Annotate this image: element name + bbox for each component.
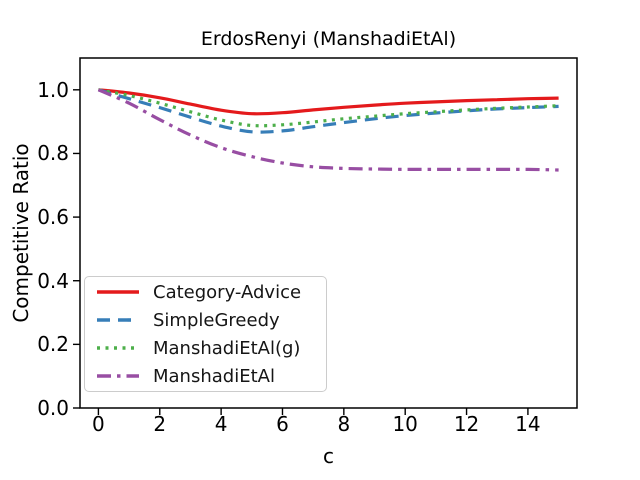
- y-tick-label: 1.0: [37, 77, 69, 102]
- y-tick-label: 0.4: [37, 268, 69, 293]
- x-axis-label: c: [323, 444, 334, 468]
- x-tick-label: 12: [453, 412, 480, 436]
- legend-line-sample: [97, 290, 139, 294]
- legend: Category-Advice SimpleGreedy ManshadiEtAl(…: [84, 276, 327, 392]
- series-line-category-advice: [98, 88, 559, 116]
- y-tick-label: 0.2: [37, 332, 69, 357]
- legend-item-category-advice: Category-Advice: [85, 278, 326, 306]
- x-tick-label: 10: [392, 412, 418, 436]
- legend-line-sample: [97, 318, 139, 322]
- y-tick-label: 0.0: [37, 396, 69, 420]
- legend-line-sample: [97, 346, 139, 350]
- y-tick-label: 0.8: [37, 141, 69, 166]
- x-tick-label: 4: [214, 412, 228, 436]
- x-tick-label: 8: [337, 412, 351, 436]
- y-tick-label: 0.6: [37, 205, 69, 230]
- x-tick-label: 2: [153, 412, 167, 436]
- legend-label: SimpleGreedy: [153, 309, 280, 331]
- legend-label: Category-Advice: [153, 281, 302, 303]
- legend-label: ManshadiEtAl: [153, 365, 275, 387]
- legend-item-manshadietal-g-: ManshadiEtAl(g): [85, 334, 326, 362]
- x-tick-label: 0: [92, 412, 105, 436]
- legend-label: ManshadiEtAl(g): [153, 337, 301, 359]
- series-line-manshadietal-g-: [98, 88, 559, 128]
- axes-frame: [79, 57, 578, 409]
- x-tick-label: 6: [276, 412, 289, 436]
- legend-item-simplegreedy: SimpleGreedy: [85, 306, 326, 334]
- legend-line-sample: [97, 374, 139, 378]
- x-tick-label: 14: [515, 412, 541, 436]
- series-line-simplegreedy: [97, 88, 559, 134]
- legend-item-manshadietal: ManshadiEtAl: [85, 362, 326, 390]
- series-line-manshadietal: [97, 88, 559, 172]
- chart-title: ErdosRenyi (ManshadiEtAl): [200, 28, 457, 50]
